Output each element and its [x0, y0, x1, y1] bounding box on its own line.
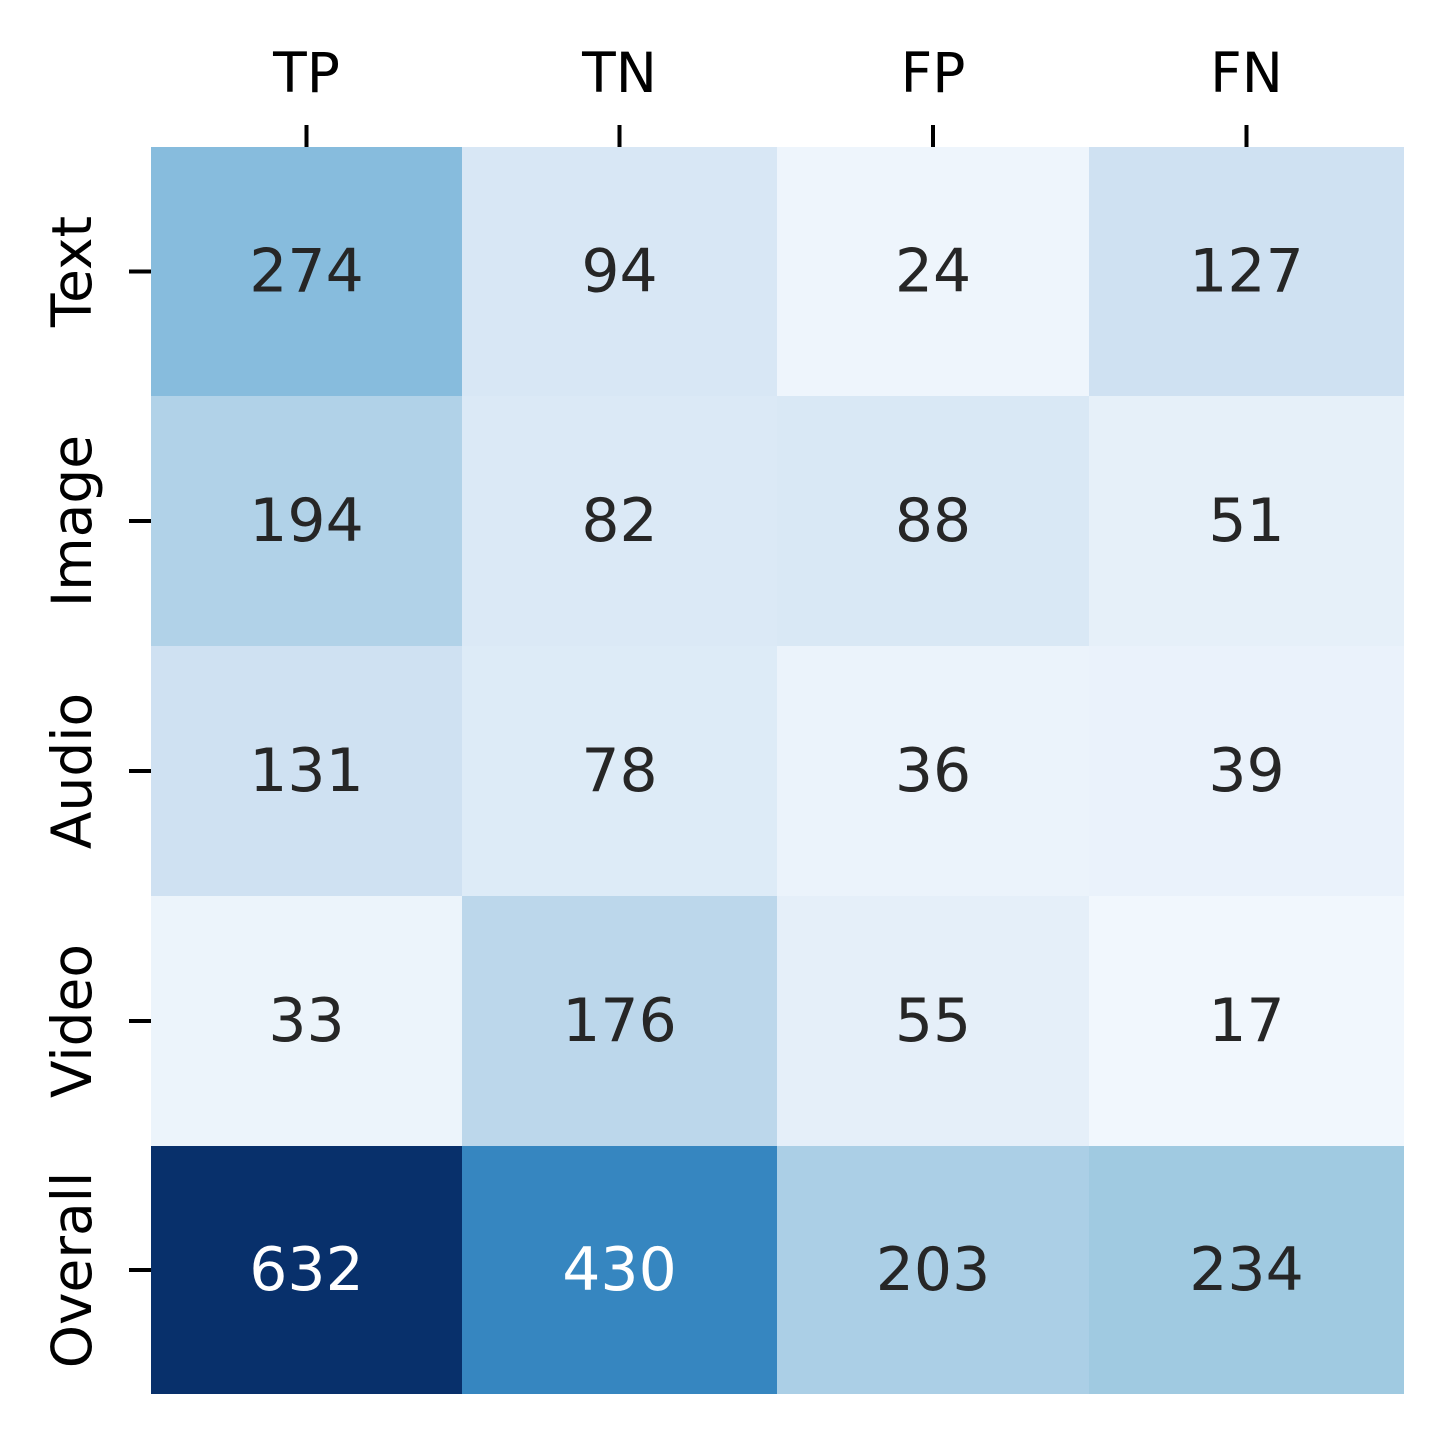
cell-text-fp-value: 24 — [895, 237, 971, 307]
cell-overall-fn-value: 234 — [1189, 1235, 1304, 1305]
cell-video-tp-value: 33 — [268, 986, 344, 1056]
cell-audio-fp-value: 36 — [895, 736, 971, 806]
x-tick-label-tn: TN — [581, 41, 657, 105]
cell-overall-tn-value: 430 — [562, 1235, 677, 1305]
cell-video-tn — [462, 896, 777, 1146]
cell-audio-fn-value: 39 — [1208, 736, 1284, 806]
cell-video-tn-value: 176 — [562, 986, 677, 1056]
cell-audio-tp-value: 131 — [249, 736, 364, 806]
cell-text-fn-value: 127 — [1189, 237, 1304, 307]
cell-image-fp — [777, 396, 1089, 646]
x-tick-label-fn: FN — [1210, 41, 1283, 105]
cell-video-tp — [151, 896, 462, 1146]
cell-image-fn — [1089, 396, 1404, 646]
cell-video-fp — [777, 896, 1089, 1146]
y-tick-label-overall: Overall — [40, 1172, 104, 1369]
cell-text-fp — [777, 147, 1089, 396]
cell-video-fp-value: 55 — [895, 986, 971, 1056]
cell-text-fn — [1089, 147, 1404, 396]
heatmap-cells: 274 94 24 127 194 82 88 51 131 78 36 39 33 176 55 17 632… — [151, 147, 1404, 1394]
cell-overall-fp — [777, 1146, 1089, 1394]
cell-video-fn — [1089, 896, 1404, 1146]
cell-overall-fp-value: 203 — [876, 1235, 991, 1305]
cell-audio-tn-value: 78 — [581, 736, 657, 806]
cell-image-fp-value: 88 — [895, 486, 971, 556]
cell-image-tp-value: 194 — [249, 486, 364, 556]
y-tick-label-audio: Audio — [40, 693, 104, 849]
cell-audio-fn — [1089, 646, 1404, 896]
cell-video-fn-value: 17 — [1208, 986, 1284, 1056]
y-tick-label-text: Text — [40, 216, 104, 328]
y-axis-left: Text Image Audio Video Overall — [40, 216, 151, 1368]
cell-audio-tn — [462, 646, 777, 896]
cell-image-tn — [462, 396, 777, 646]
cell-text-tp-value: 274 — [249, 237, 364, 307]
cell-text-tp — [151, 147, 462, 396]
cell-overall-tp-value: 632 — [249, 1235, 364, 1305]
cell-overall-tp — [151, 1146, 462, 1394]
cell-overall-fn — [1089, 1146, 1404, 1394]
cell-text-tn-value: 94 — [581, 237, 657, 307]
cell-overall-tn — [462, 1146, 777, 1394]
cell-audio-tp — [151, 646, 462, 896]
cell-image-tp — [151, 396, 462, 646]
y-tick-label-video: Video — [40, 944, 104, 1098]
x-axis-top: TP TN FP FN — [272, 41, 1283, 147]
cell-audio-fp — [777, 646, 1089, 896]
x-tick-label-fp: FP — [901, 41, 966, 105]
cell-image-fn-value: 51 — [1208, 486, 1284, 556]
y-tick-label-image: Image — [40, 435, 104, 607]
x-tick-label-tp: TP — [272, 41, 340, 105]
cell-text-tn — [462, 147, 777, 396]
cell-image-tn-value: 82 — [581, 486, 657, 556]
